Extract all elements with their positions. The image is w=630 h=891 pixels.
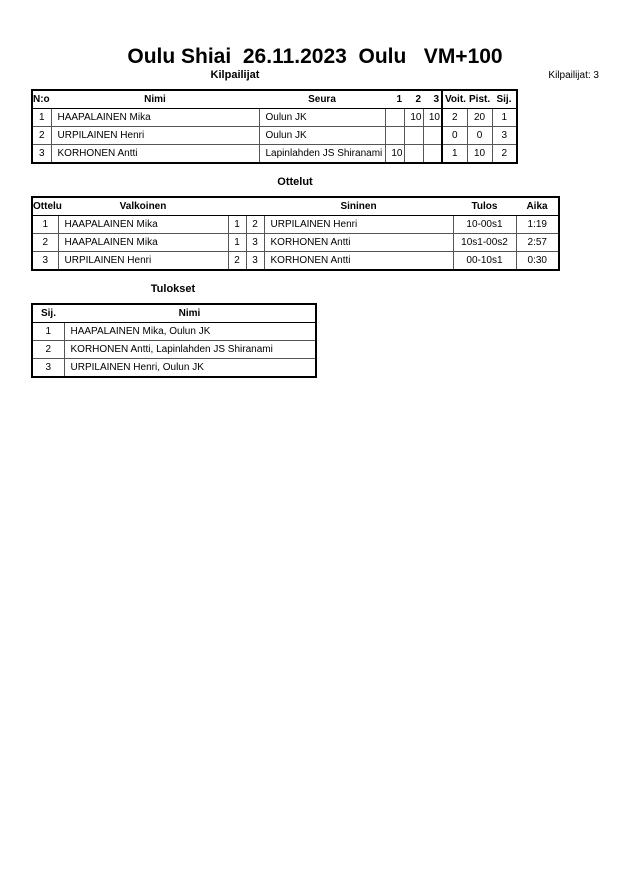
column-header: Valkoinen	[58, 197, 228, 216]
table-cell: Lapinlahden JS Shiranami	[258, 144, 386, 164]
table-cell: 2	[245, 215, 265, 234]
table-cell: 3	[31, 358, 65, 378]
table-cell: 2	[31, 126, 52, 145]
table-row: 1 HAAPALAINEN Mika, Oulun JK	[31, 322, 317, 341]
column-header: Sininen	[264, 197, 453, 216]
table-cell: 00-10s1	[452, 251, 517, 271]
matches-heading: Ottelut	[277, 176, 313, 188]
column-header: Seura	[259, 90, 385, 109]
table-cell: 1	[31, 215, 59, 234]
table-cell: KORHONEN Antti	[50, 144, 260, 164]
header-row: Ottelu Valkoinen Sininen Tulos Aika	[32, 197, 559, 216]
table-row: 1 HAAPALAINEN Mika 1 2 URPILAINEN Henri 10-00…	[31, 215, 560, 234]
table-row: 2 HAAPALAINEN Mika 1 3 KORHONEN Antti 10s1-00…	[31, 233, 560, 252]
column-header: Sij.	[492, 90, 517, 109]
table-cell: 3	[31, 144, 52, 164]
page-title: Oulu Shiai 26.11.2023 Oulu VM+100	[127, 45, 503, 68]
table-cell: 2:57	[515, 233, 560, 252]
table-cell	[422, 126, 443, 145]
table-cell: KORHONEN Antti, Lapinlahden JS Shiranami	[63, 340, 317, 359]
table-cell: 2	[31, 233, 59, 252]
table-row: 2 URPILAINEN Henri Oulun JK 0 0 3	[31, 126, 518, 145]
table-cell: 3	[245, 233, 265, 252]
table-cell: HAAPALAINEN Mika, Oulun JK	[63, 322, 317, 341]
column-header: Voit.	[441, 90, 467, 109]
table-cell: Oulun JK	[258, 108, 386, 127]
table-row: 3 URPILAINEN Henri, Oulun JK	[31, 358, 317, 378]
column-header: Tulos	[453, 197, 516, 216]
column-header	[246, 197, 264, 216]
column-header	[228, 197, 246, 216]
table-cell: 1	[31, 322, 65, 341]
table-cell	[384, 108, 405, 127]
table-cell: HAAPALAINEN Mika	[57, 233, 229, 252]
table-cell: 10	[466, 144, 493, 164]
table-row: 1 HAAPALAINEN Mika Oulun JK 10 10 2 20 1	[31, 108, 518, 127]
competitors-table: N:o Nimi Seura 1 2 3 Voit. Pist. Sij. 1 HAAPALAINE…	[31, 89, 518, 164]
column-header: Sij.	[32, 304, 64, 323]
table-cell: 10-00s1	[452, 215, 517, 234]
table-cell: 1	[31, 108, 52, 127]
column-header: 3	[423, 90, 442, 109]
competitor-count: Kilpailijat: 3	[548, 70, 599, 81]
table-cell	[384, 126, 405, 145]
column-header: Aika	[516, 197, 559, 216]
table-cell: Oulun JK	[258, 126, 386, 145]
column-header: Ottelu	[32, 197, 62, 216]
table-cell: 3	[31, 251, 59, 271]
table-cell: 10	[384, 144, 405, 164]
table-cell	[403, 144, 424, 164]
table-cell: URPILAINEN Henri	[50, 126, 260, 145]
column-header: 2	[404, 90, 423, 109]
table-cell: 3	[491, 126, 518, 145]
table-cell: KORHONEN Antti	[263, 251, 454, 271]
column-header: N:o	[32, 90, 51, 109]
column-header: Nimi	[64, 304, 316, 323]
table-cell: 10	[422, 108, 443, 127]
table-cell: 1	[227, 215, 247, 234]
table-cell: 3	[245, 251, 265, 271]
table-cell: 20	[466, 108, 493, 127]
table-cell: 1	[441, 144, 468, 164]
table-cell: 10	[403, 108, 424, 127]
table-cell: URPILAINEN Henri	[263, 215, 454, 234]
column-header: Nimi	[51, 90, 259, 109]
header-row: N:o Nimi Seura 1 2 3 Voit. Pist. Sij.	[32, 90, 517, 109]
column-header: 1	[385, 90, 404, 109]
table-cell	[422, 144, 443, 164]
table-cell: 2	[31, 340, 65, 359]
matches-table: Ottelu Valkoinen Sininen Tulos Aika 1 HAAPALAI…	[31, 196, 560, 271]
table-cell	[403, 126, 424, 145]
table-cell: URPILAINEN Henri, Oulun JK	[63, 358, 317, 378]
table-cell: 0	[441, 126, 468, 145]
table-cell: URPILAINEN Henri	[57, 251, 229, 271]
table-cell: 2	[441, 108, 468, 127]
table-cell: KORHONEN Antti	[263, 233, 454, 252]
table-cell: 1:19	[515, 215, 560, 234]
table-cell: HAAPALAINEN Mika	[50, 108, 260, 127]
table-cell: 1	[227, 233, 247, 252]
results-table: Sij. Nimi 1 HAAPALAINEN Mika, Oulun JK 2 KORH…	[31, 303, 317, 378]
table-cell: HAAPALAINEN Mika	[57, 215, 229, 234]
table-cell: 0:30	[515, 251, 560, 271]
table-cell: 2	[491, 144, 518, 164]
table-cell: 10s1-00s2	[452, 233, 517, 252]
header-row: Sij. Nimi	[32, 304, 316, 323]
competitors-heading: Kilpailijat	[210, 69, 260, 81]
results-heading: Tulokset	[150, 283, 196, 295]
table-cell: 0	[466, 126, 493, 145]
table-row: 2 KORHONEN Antti, Lapinlahden JS Shiranam…	[31, 340, 317, 359]
table-row: 3 URPILAINEN Henri 2 3 KORHONEN Antti 00-10s1…	[31, 251, 560, 271]
table-cell: 2	[227, 251, 247, 271]
table-cell: 1	[491, 108, 518, 127]
column-header: Pist.	[467, 90, 492, 109]
table-row: 3 KORHONEN Antti Lapinlahden JS Shiranami 1…	[31, 144, 518, 164]
